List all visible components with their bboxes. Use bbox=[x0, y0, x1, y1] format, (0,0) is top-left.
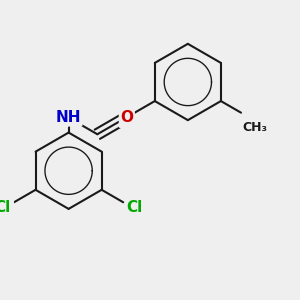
Text: S: S bbox=[120, 109, 132, 127]
Text: H: H bbox=[56, 110, 69, 125]
Text: Cl: Cl bbox=[0, 200, 11, 215]
Text: O: O bbox=[121, 110, 134, 125]
Text: Cl: Cl bbox=[127, 200, 143, 215]
Text: NH: NH bbox=[56, 110, 81, 125]
Text: CH₃: CH₃ bbox=[243, 121, 268, 134]
